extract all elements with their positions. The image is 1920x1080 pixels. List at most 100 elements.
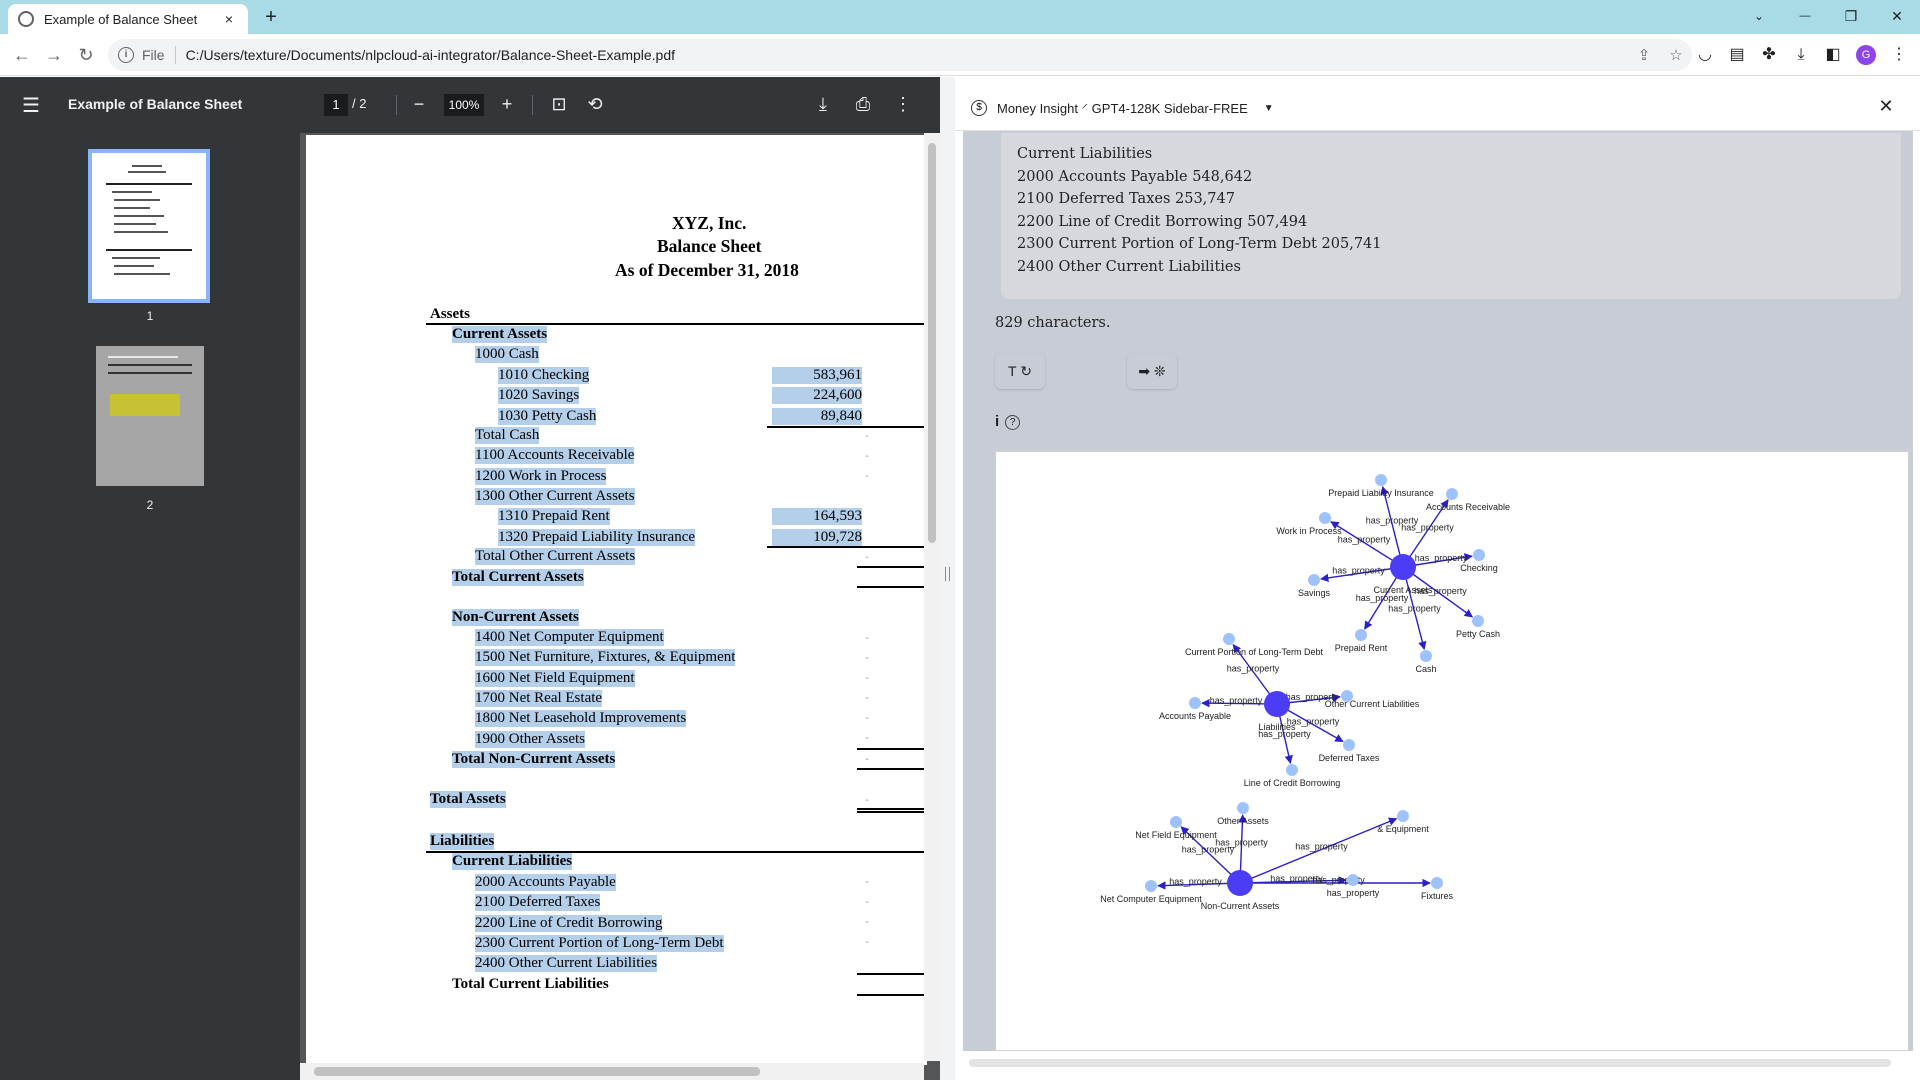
line-prepaid-rent: 1310 Prepaid Rent xyxy=(498,508,610,525)
thumb-line xyxy=(108,356,178,358)
share-icon[interactable]: ⇪ xyxy=(1637,47,1651,64)
thumbnail-sidebar: 1 2 xyxy=(0,133,300,1080)
graph-edge-label: has_property xyxy=(1388,604,1441,614)
address-bar[interactable]: i File C:/Users/texture/Documents/nlpclo… xyxy=(108,39,1692,71)
graph-leaf-label: Work in Process xyxy=(1276,526,1342,536)
pdf-more-icon[interactable]: ⋮ xyxy=(894,94,912,114)
side-panel-icon[interactable]: ◧ xyxy=(1825,46,1841,63)
graph-canvas[interactable]: has_property has_property has_property has_… xyxy=(996,452,1908,1050)
restore-button[interactable]: ❐ xyxy=(1844,8,1858,24)
close-window-button[interactable]: ✕ xyxy=(1891,8,1903,24)
amount-petty-cash: 89,840 xyxy=(772,408,862,425)
info-icon[interactable]: i xyxy=(995,413,1000,430)
graph-leaf-label: Current Portion of Long-Term Debt xyxy=(1185,647,1324,657)
zoom-level-input[interactable]: 100% xyxy=(444,94,484,116)
page-thumbnail-2[interactable] xyxy=(96,346,204,486)
tab-strip: Example of Balance Sheet × + ⌄ — ❐ ✕ xyxy=(0,0,1920,34)
graph-leaf-label: Cash xyxy=(1415,664,1436,674)
graph-leaf-label: Accounts Payable xyxy=(1159,711,1231,721)
graph-edge xyxy=(1380,485,1404,568)
help-icon[interactable]: ? xyxy=(1005,414,1021,430)
line-total-non-current-assets: Total Non-Current Assets xyxy=(452,751,616,768)
hamburger-menu-icon[interactable]: ☰ xyxy=(22,95,40,117)
sidebar-close-icon[interactable]: ✕ xyxy=(1878,96,1894,116)
puzzle-icon[interactable]: ✤ xyxy=(1762,46,1776,63)
rule xyxy=(767,426,927,428)
scroll-thumb[interactable] xyxy=(928,143,936,543)
line-accounts-payable: 2000 Accounts Payable xyxy=(475,874,616,891)
graph-edge xyxy=(1320,566,1404,583)
horizontal-scrollbar[interactable] xyxy=(300,1063,924,1080)
amount-checking: 583,961 xyxy=(772,367,862,384)
graph-leaf-node xyxy=(1189,697,1201,709)
export-button[interactable]: ➡ ❊ xyxy=(1127,353,1177,389)
sidebar-horizontal-scrollbar[interactable] xyxy=(969,1059,1891,1067)
fit-page-icon[interactable]: ⊡ xyxy=(551,94,567,114)
graph-edge-label: has_property xyxy=(1332,566,1385,576)
thumb-line xyxy=(114,215,164,217)
knowledge-graph[interactable]: has_property has_property has_property has_… xyxy=(995,451,1909,1051)
line-net-computer-equipment: 1400 Net Computer Equipment xyxy=(475,629,664,646)
graph-center-node xyxy=(1390,554,1416,580)
graph-leaf-node xyxy=(1355,629,1367,641)
line-other-current-liabilities: 2400 Other Current Liabilities xyxy=(475,955,658,972)
minimize-button[interactable]: — xyxy=(1799,10,1811,22)
print-icon[interactable]: ⎙ xyxy=(855,94,871,114)
section-assets: Assets xyxy=(430,306,470,322)
thumb-line xyxy=(106,183,192,185)
assistant-selector[interactable]: $ Money Insight ⸍ GPT4-128K Sidebar-FREE… xyxy=(963,94,1282,122)
divider xyxy=(174,46,176,64)
rule xyxy=(426,323,927,325)
profile-avatar[interactable]: G xyxy=(1856,45,1876,65)
new-tab-button[interactable]: + xyxy=(265,6,277,28)
page-number-input[interactable]: 1 xyxy=(324,94,348,116)
scroll-thumb[interactable] xyxy=(314,1067,760,1076)
dollar-icon: $ xyxy=(971,100,987,116)
graph-edge-label: has_property xyxy=(1169,877,1222,887)
panel-resize-handle[interactable] xyxy=(940,77,955,1080)
graph-leaf-node xyxy=(1375,474,1387,486)
answer-line: 2000 Accounts Payable 548,642 xyxy=(1017,168,1253,185)
zoom-in-icon[interactable]: + xyxy=(501,94,513,114)
vertical-scrollbar[interactable] xyxy=(924,133,940,1061)
graph-center-node xyxy=(1227,870,1253,896)
more-menu-icon[interactable]: ⋮ xyxy=(1891,46,1907,63)
graph-leaf-label: Prepaid Rent xyxy=(1335,643,1388,653)
character-count: 829 characters. xyxy=(995,315,1111,331)
doc-title: Balance Sheet xyxy=(657,236,762,256)
download-icon[interactable]: ⤓ xyxy=(1797,46,1805,63)
page-thumbnail-1[interactable] xyxy=(88,149,210,303)
reload-icon[interactable]: ↻ xyxy=(78,45,94,65)
answer-line: 2100 Deferred Taxes 253,747 xyxy=(1017,191,1235,207)
line-total-current-assets: Total Current Assets xyxy=(452,569,584,586)
url-text[interactable]: C:/Users/texture/Documents/nlpcloud-ai-i… xyxy=(185,47,676,63)
graph-edge-label: has_property xyxy=(1338,535,1391,545)
graph-leaf-label: Petty Cash xyxy=(1456,629,1500,639)
pdf-document-area: XYZ, Inc. Balance Sheet As of December 3… xyxy=(300,133,940,1080)
extension-icon[interactable]: ◡ xyxy=(1698,46,1712,63)
rotate-icon[interactable]: ⟲ xyxy=(587,94,603,114)
graph-leaf-label: Savings xyxy=(1298,588,1331,598)
tab-balance-sheet[interactable]: Example of Balance Sheet × xyxy=(8,4,248,34)
graph-leaf-label: Checking xyxy=(1460,563,1498,573)
reader-icon[interactable]: ▤ xyxy=(1729,46,1745,63)
bookmark-star-icon[interactable]: ☆ xyxy=(1669,47,1683,64)
thumbnail-label-1: 1 xyxy=(146,309,154,323)
tab-search-icon[interactable]: ⌄ xyxy=(1753,9,1765,23)
regenerate-button[interactable]: T ↻ xyxy=(995,353,1045,389)
thumb-line xyxy=(112,191,152,193)
sidebar-header: $ Money Insight ⸍ GPT4-128K Sidebar-FREE… xyxy=(955,77,1920,131)
pdf-download-icon[interactable]: ⤓ xyxy=(819,94,827,114)
graph-leaf-node xyxy=(1341,690,1353,702)
zoom-out-icon[interactable]: − xyxy=(413,94,425,114)
site-info-icon[interactable]: i xyxy=(118,47,134,63)
graph-center-label: Liabilities xyxy=(1258,722,1296,732)
back-icon[interactable]: ← xyxy=(13,45,31,65)
tab-close-icon[interactable]: × xyxy=(224,11,234,27)
graph-edge xyxy=(1330,521,1404,568)
pdf-page: XYZ, Inc. Balance Sheet As of December 3… xyxy=(306,135,927,1065)
rule xyxy=(857,994,927,996)
pdf-toolbar: ☰ Example of Balance Sheet 1 / 2 − 100% … xyxy=(0,77,940,133)
forward-icon[interactable]: → xyxy=(45,45,63,65)
dash: - xyxy=(865,795,869,806)
